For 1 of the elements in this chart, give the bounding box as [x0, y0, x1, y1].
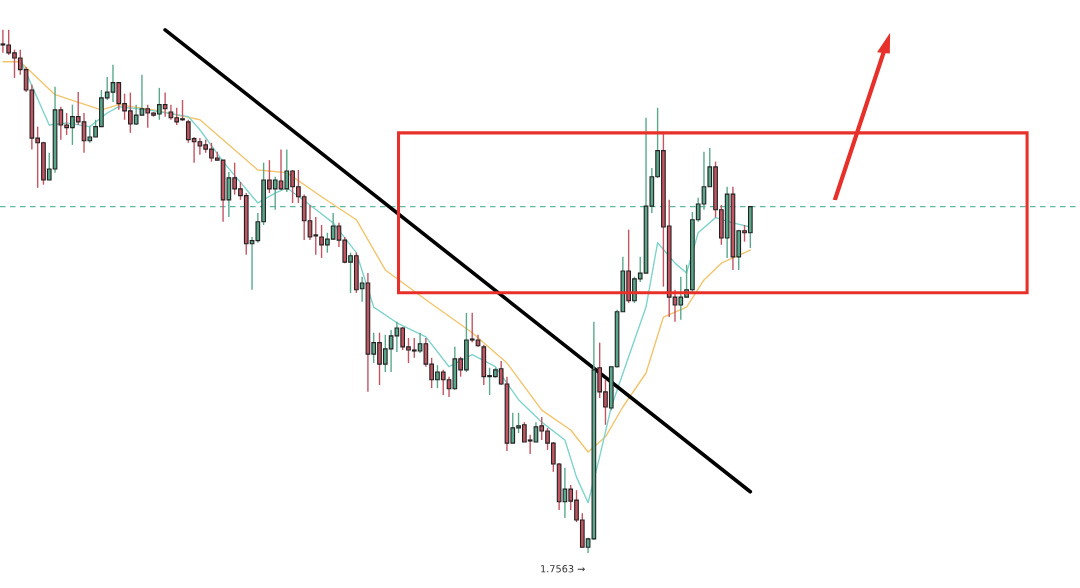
text: 1.7563 →	[541, 565, 585, 573]
